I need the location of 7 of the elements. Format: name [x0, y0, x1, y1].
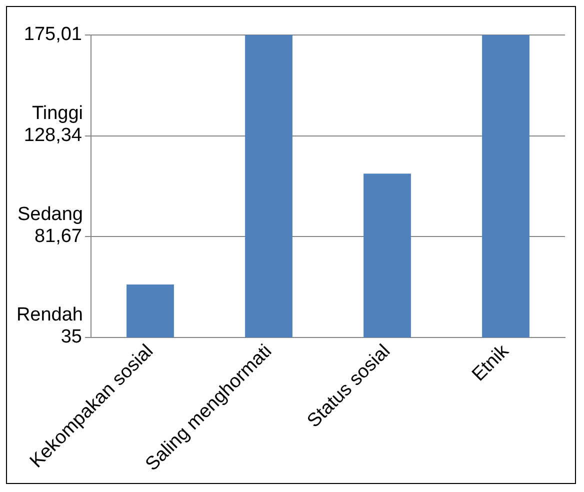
text: Rendah — [16, 304, 83, 326]
text: Sedang — [17, 204, 83, 225]
y-tick-label: 128,34 — [24, 125, 82, 146]
y-tick-label: 81,67 — [34, 226, 82, 247]
y-tick-label: 175,01 — [24, 24, 82, 46]
text: Tinggi — [32, 103, 83, 124]
y-tick-label: 35 — [60, 326, 82, 348]
